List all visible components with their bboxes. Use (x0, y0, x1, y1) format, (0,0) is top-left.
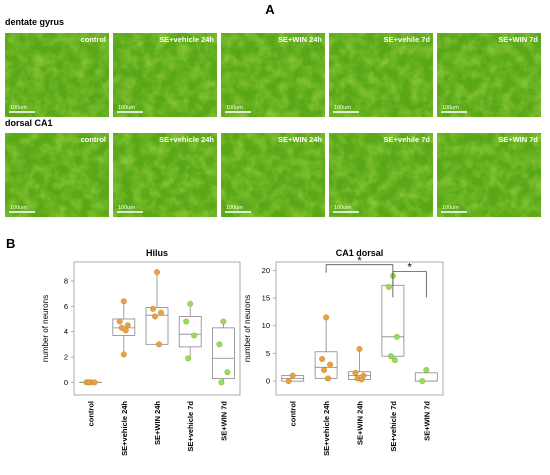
scale-label: 100um (334, 205, 351, 211)
scale-label: 100um (226, 205, 243, 211)
scale-label: 100um (10, 205, 27, 211)
image-label: control (81, 35, 106, 44)
y-tick-label: 20 (262, 266, 270, 275)
scale-label: 100um (226, 105, 243, 111)
image-label: SE+WIN 24h (278, 135, 322, 144)
data-point (219, 380, 225, 386)
box (146, 308, 168, 345)
y-tick-label: 10 (262, 321, 270, 330)
data-point (154, 269, 160, 275)
x-tick-label: control (87, 401, 96, 426)
data-point (359, 377, 365, 383)
box (315, 352, 337, 379)
image-label: SE+WIN 7d (498, 135, 538, 144)
data-point (185, 355, 191, 361)
data-point (319, 356, 325, 362)
y-axis-label: number of neurons (243, 295, 252, 362)
data-point (290, 373, 296, 379)
y-tick-label: 5 (266, 349, 270, 358)
scale-label: 100um (442, 205, 459, 211)
panel-label: A (265, 2, 275, 17)
data-point (152, 314, 158, 320)
data-point (420, 378, 426, 384)
data-point (158, 310, 164, 316)
image-label: SE+vehile 7d (384, 135, 431, 144)
data-point (123, 328, 129, 334)
x-tick-label: control (289, 401, 298, 426)
data-point (353, 370, 359, 376)
significance-label: * (407, 261, 412, 273)
data-point (187, 301, 193, 307)
data-point (394, 334, 400, 340)
data-point (357, 346, 363, 352)
x-tick-label: SE+WIN 24h (153, 401, 162, 445)
row-title: dorsal CA1 (5, 118, 53, 128)
data-point (121, 352, 127, 358)
y-tick-label: 2 (64, 353, 68, 362)
data-point (286, 378, 292, 384)
y-axis-label: number of neurons (41, 295, 50, 362)
y-tick-label: 0 (64, 378, 68, 387)
box (415, 373, 437, 381)
data-point (323, 315, 329, 321)
image-label: SE+WIN 24h (278, 35, 322, 44)
scale-label: 100um (118, 105, 135, 111)
data-point (86, 380, 92, 386)
scale-label: 100um (10, 105, 27, 111)
data-point (125, 323, 131, 329)
data-point (150, 306, 156, 312)
data-point (325, 376, 331, 382)
image-label: control (81, 135, 106, 144)
significance-label: * (357, 255, 362, 267)
scale-label: 100um (118, 205, 135, 211)
box (179, 316, 201, 346)
data-point (92, 380, 98, 386)
x-tick-label: SE+vehicle 24h (322, 401, 331, 456)
data-point (392, 357, 398, 363)
data-point (424, 367, 430, 373)
data-point (386, 284, 392, 290)
image-label: SE+WIN 7d (498, 35, 538, 44)
data-point (321, 367, 327, 373)
chart-title: Hilus (146, 248, 168, 258)
data-point (156, 342, 162, 348)
y-tick-label: 8 (64, 277, 68, 286)
x-tick-label: SE+vehicle 24h (120, 401, 129, 456)
y-tick-label: 0 (266, 377, 270, 386)
image-label: SE+vehicle 24h (159, 35, 214, 44)
y-tick-label: 4 (64, 327, 68, 336)
x-tick-label: SE+WIN 24h (356, 401, 365, 445)
panel-label: B (6, 236, 15, 251)
scale-label: 100um (334, 105, 351, 111)
data-point (117, 319, 123, 325)
data-point (121, 298, 127, 304)
y-tick-label: 15 (262, 294, 270, 303)
data-point (225, 369, 231, 375)
data-point (183, 319, 189, 325)
x-tick-label: SE+vehicle 7d (186, 401, 195, 452)
image-label: SE+vehicle 24h (159, 135, 214, 144)
data-point (217, 342, 223, 348)
scale-label: 100um (442, 105, 459, 111)
x-tick-label: SE+vehicle 7d (389, 401, 398, 452)
data-point (221, 319, 227, 325)
x-tick-label: SE+WIN 7d (219, 401, 228, 441)
data-point (191, 333, 197, 339)
data-point (327, 362, 333, 368)
image-label: SE+vehile 7d (384, 35, 431, 44)
box (212, 328, 234, 379)
row-title: dentate gyrus (5, 17, 64, 27)
x-tick-label: SE+WIN 7d (422, 401, 431, 441)
y-tick-label: 6 (64, 302, 68, 311)
